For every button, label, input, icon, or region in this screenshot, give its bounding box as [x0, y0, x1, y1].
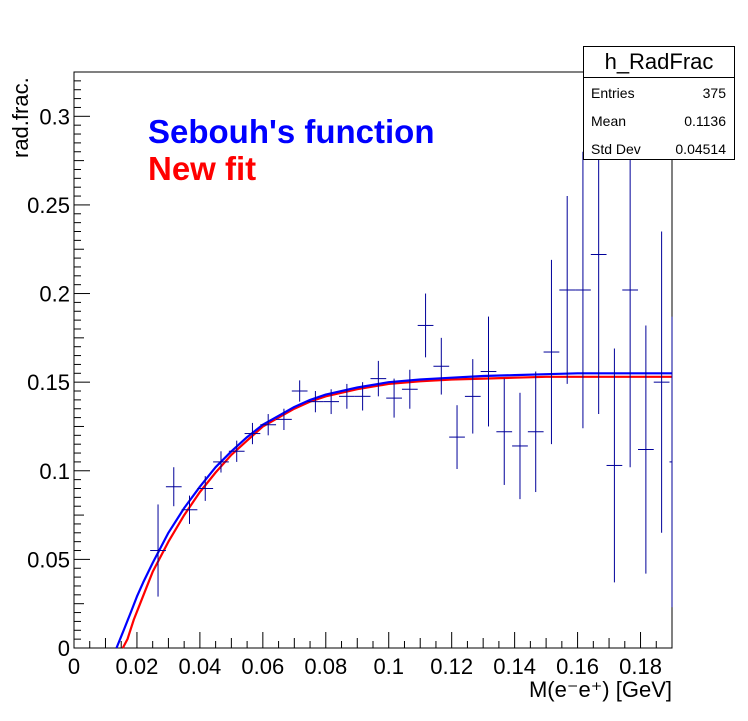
x-tick-label: 0.08 [304, 654, 347, 679]
axis-ticks [73, 71, 673, 649]
data-point [260, 414, 277, 436]
fit-curves [115, 372, 672, 649]
y-axis-label: rad.frac. [8, 77, 33, 158]
data-point [480, 316, 497, 427]
data-point [669, 316, 673, 608]
data-point [165, 467, 182, 507]
data-point [354, 382, 371, 411]
data-point [386, 378, 402, 418]
data-point [307, 391, 324, 413]
data-point [401, 369, 418, 409]
data-point [606, 348, 623, 583]
data-point [150, 504, 166, 597]
y-tick-label: 0.2 [39, 282, 70, 307]
data-point [339, 383, 355, 409]
data-point [291, 380, 308, 402]
legend-entry-sebouh: Sebouh's function [148, 113, 435, 150]
data-point [653, 231, 670, 533]
data-point [181, 495, 198, 524]
data-point [323, 389, 340, 415]
stats-label: Std Dev [591, 141, 641, 157]
stats-title: h_RadFrac [584, 47, 734, 78]
axis-tick-labels: 0 0.02 0.04 0.06 0.08 0.1 0.12 0.14 0.16 0.18 0 0.0… [27, 104, 662, 679]
y-tick-label: 0 [58, 636, 70, 661]
x-tick-label: 0.12 [430, 654, 473, 679]
data-point [213, 451, 229, 473]
data-point [197, 476, 214, 501]
data-point [496, 378, 513, 485]
x-tick-label: 0.1 [373, 654, 404, 679]
stats-row-entries: Entries 375 [584, 78, 734, 106]
x-tick-label: 0.06 [241, 654, 284, 679]
data-point [638, 325, 654, 574]
data-point [370, 360, 387, 397]
x-tick-label: 0.16 [556, 654, 599, 679]
stats-value: 0.04514 [675, 141, 726, 157]
data-point [512, 392, 528, 500]
data-point [575, 151, 591, 429]
data-point [276, 408, 292, 431]
stats-value: 375 [702, 85, 726, 101]
x-tick-label: 0.18 [619, 654, 662, 679]
x-tick-label: 0 [68, 654, 80, 679]
y-tick-label: 0.05 [27, 547, 70, 572]
data-point [417, 293, 434, 358]
data-point [464, 359, 481, 434]
data-point [559, 196, 576, 384]
x-tick-label: 0.02 [116, 654, 159, 679]
y-tick-label: 0.1 [39, 459, 70, 484]
x-tick-label: 0.04 [178, 654, 221, 679]
data-point [228, 440, 245, 462]
data-point [449, 405, 465, 469]
x-tick-label: 0.14 [493, 654, 536, 679]
stats-label: Entries [591, 85, 635, 101]
data-point [527, 371, 544, 493]
stats-row-mean: Mean 0.1136 [584, 106, 734, 134]
y-tick-label: 0.25 [27, 193, 70, 218]
stats-box: h_RadFrac Entries 375 Mean 0.1136 Std De… [583, 46, 735, 160]
data-point [433, 337, 450, 395]
stats-label: Mean [591, 113, 627, 129]
data-point [244, 422, 261, 445]
stats-value: 0.1136 [684, 113, 726, 129]
y-tick-label: 0.15 [27, 370, 70, 395]
legend-entry-new-fit: New fit [148, 150, 257, 187]
data-point [543, 259, 560, 445]
data-points [150, 95, 673, 608]
new-fit-curve [121, 375, 672, 649]
sebouh-function-curve [115, 372, 672, 649]
stats-row-stddev: Std Dev 0.04514 [584, 134, 734, 162]
data-point [622, 112, 639, 468]
x-axis-label: M(e⁻e⁺) [GeV] [529, 677, 672, 702]
y-tick-label: 0.3 [39, 104, 70, 129]
